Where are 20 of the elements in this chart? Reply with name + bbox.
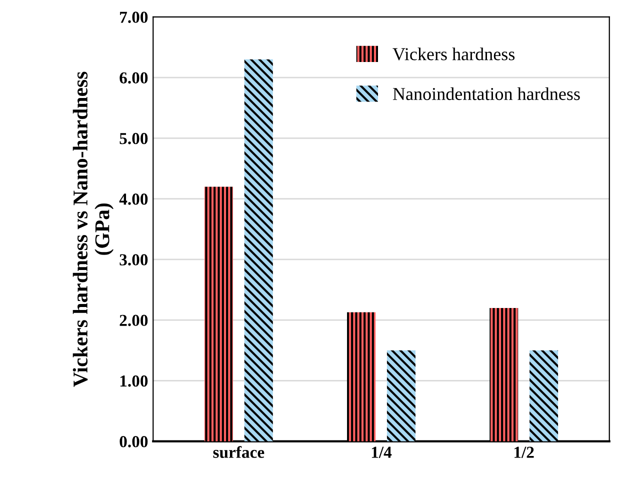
bar <box>386 350 416 442</box>
bar <box>490 308 518 442</box>
y-tick-label: 3.00 <box>120 254 148 266</box>
y-tick-label: 1.00 <box>120 375 148 387</box>
bar <box>530 350 558 442</box>
bar <box>244 59 273 442</box>
x-tick-label: surface <box>213 446 264 458</box>
y-tick-label: 0.00 <box>120 436 148 448</box>
y-tick-label: 5.00 <box>120 132 148 144</box>
x-tick-label: 1/4 <box>372 446 392 458</box>
legend-label: Nanoindentation hardness <box>392 87 580 100</box>
bar <box>204 186 233 442</box>
y-tick-label: 7.00 <box>120 12 148 23</box>
y-tick-label: 2.00 <box>120 314 148 326</box>
bar <box>347 312 376 442</box>
y-axis-title: Vickers hardness vs Nano-hardness (GPa) <box>72 72 114 387</box>
y-tick-label: 6.00 <box>120 72 148 84</box>
y-tick-label: 4.00 <box>119 194 148 205</box>
legend-label: Vickers hardness <box>392 48 515 60</box>
x-tick-label: 1/2 <box>514 446 534 458</box>
